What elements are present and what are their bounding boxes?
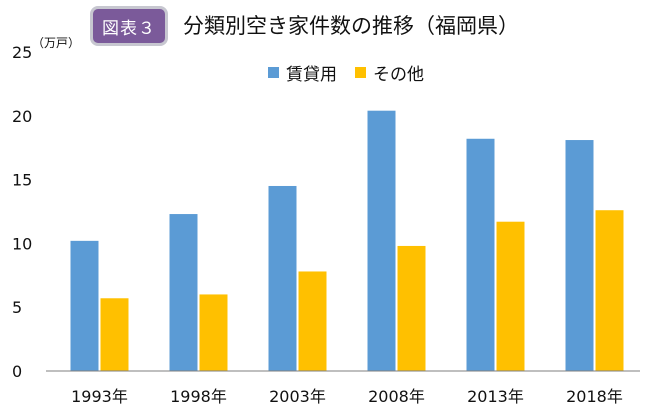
bar-other: [199, 294, 228, 371]
bar-rental: [367, 110, 396, 372]
x-tick-label: 2018年: [566, 387, 623, 406]
bar-rental: [268, 185, 297, 371]
legend-swatch-rental: [268, 67, 279, 78]
y-tick-label: 20: [12, 107, 32, 126]
bar-rental: [70, 240, 99, 371]
bar-other: [397, 245, 426, 371]
legend-item-rental: 賃貸用: [268, 60, 337, 85]
legend-label-other: その他: [373, 65, 424, 85]
bar-rental: [466, 138, 495, 371]
x-tick-label: 1998年: [170, 387, 227, 406]
bar-rental: [565, 140, 594, 371]
y-tick-label: 5: [12, 298, 22, 317]
bar-other: [100, 298, 129, 371]
bar-other: [298, 271, 327, 371]
legend-item-other: その他: [355, 60, 424, 85]
legend-swatch-other: [355, 67, 366, 78]
bar-other: [496, 221, 525, 371]
y-tick-label: 15: [12, 171, 32, 190]
bar-rental: [169, 214, 198, 371]
legend-label-rental: 賃貸用: [286, 65, 337, 85]
y-tick-label: 10: [12, 234, 32, 253]
chart-title: 分類別空き家件数の推移（福岡県）: [183, 14, 519, 38]
bar-other: [595, 210, 624, 371]
x-tick-label: 2013年: [467, 387, 524, 406]
legend: 賃貸用 その他: [268, 60, 442, 85]
y-tick-label: 0: [12, 362, 22, 381]
y-axis-unit: （万戸）: [32, 36, 81, 50]
x-tick-label: 1993年: [71, 387, 128, 406]
x-tick-label: 2003年: [269, 387, 326, 406]
x-tick-label: 2008年: [368, 387, 425, 406]
figure-badge: 図表３: [90, 6, 168, 46]
y-tick-label: 25: [12, 43, 32, 62]
